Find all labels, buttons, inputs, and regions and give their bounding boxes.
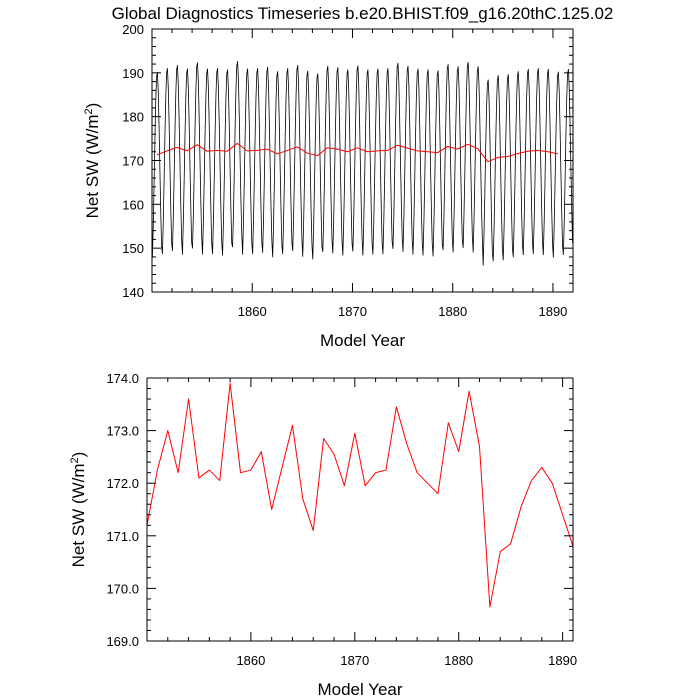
y-axis-label: Net SW (W/m2) (69, 452, 88, 568)
chart-title: Global Diagnostics Timeseries b.e20.BHIS… (112, 4, 614, 23)
x-axis-label: Model Year (317, 680, 402, 699)
y-axis-label: Net SW (W/m2) (83, 103, 102, 219)
y-tick-label: 180 (122, 110, 144, 125)
x-tick-label: 1860 (236, 653, 265, 668)
x-tick-label: 1860 (238, 304, 267, 319)
y-tick-label: 174.0 (106, 371, 139, 386)
y-tick-label: 160 (122, 197, 144, 212)
y-tick-label: 170.0 (106, 581, 139, 596)
y-tick-label: 169.0 (106, 634, 139, 649)
x-axis-label: Model Year (320, 331, 405, 350)
y-tick-label: 140 (122, 285, 144, 300)
x-tick-label: 1890 (538, 304, 567, 319)
x-tick-label: 1880 (444, 653, 473, 668)
series-line-1 (146, 382, 574, 608)
y-tick-label: 150 (122, 241, 144, 256)
y-tick-label: 170 (122, 154, 144, 169)
chart-panel-2: 1860 1870 1880 1890 169.0 170.0 171.0 172.0 173.… (69, 371, 577, 699)
series-line-1 (152, 61, 573, 266)
series-line-2 (156, 142, 559, 163)
x-tick-label: 1870 (338, 304, 367, 319)
y-tick-label: 190 (122, 66, 144, 81)
y-tick-label: 200 (122, 22, 144, 37)
x-tick-label: 1890 (548, 653, 577, 668)
chart-panel-1: 1860 1870 1880 1890 140 150 160 170 180 190 200Glo… (83, 4, 613, 350)
y-tick-label: 171.0 (106, 529, 139, 544)
y-tick-label: 172.0 (106, 476, 139, 491)
plot-frame (146, 377, 574, 642)
x-tick-label: 1870 (340, 653, 369, 668)
x-tick-label: 1880 (438, 304, 467, 319)
y-tick-label: 173.0 (106, 424, 139, 439)
